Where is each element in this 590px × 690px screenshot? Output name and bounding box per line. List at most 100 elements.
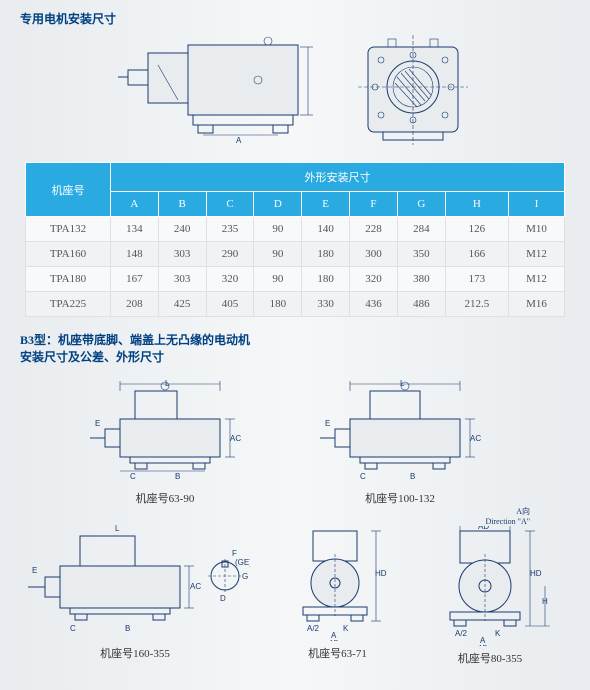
svg-text:AB: AB xyxy=(478,645,488,646)
svg-text:K: K xyxy=(343,624,349,633)
cell-value: 290 xyxy=(206,242,254,267)
svg-text:AC: AC xyxy=(190,582,201,591)
svg-text:A: A xyxy=(331,631,337,640)
cell-model: TPA180 xyxy=(26,267,111,292)
th-col: F xyxy=(350,192,398,217)
svg-text:A/2: A/2 xyxy=(307,624,320,633)
th-model: 机座号 xyxy=(26,163,111,217)
cell-value: 212.5 xyxy=(445,292,508,317)
table-row: TPA225208425405180330436486212.5M16 xyxy=(26,292,565,317)
caption-d1: 机座号63-90 xyxy=(80,490,250,506)
svg-text:B: B xyxy=(175,472,180,481)
svg-text:E: E xyxy=(95,419,100,428)
table-row: TPA16014830329090180300350166M12 xyxy=(26,242,565,267)
svg-text:A: A xyxy=(480,636,486,645)
svg-text:C: C xyxy=(130,472,136,481)
cell-value: 167 xyxy=(110,267,158,292)
caption-d3: 机座号160-355 xyxy=(20,645,250,661)
th-col: D xyxy=(254,192,302,217)
cell-value: 380 xyxy=(397,267,445,292)
cell-value: 134 xyxy=(110,217,158,242)
svg-text:HD: HD xyxy=(375,569,387,578)
th-col: G xyxy=(397,192,445,217)
subtitle-line2: 安装尺寸及公差、外形尺寸 xyxy=(20,350,164,364)
th-col: H xyxy=(445,192,508,217)
cell-value: 303 xyxy=(158,267,206,292)
table-body: TPA13213424023590140228284126M10TPA16014… xyxy=(26,217,565,317)
th-col: B xyxy=(158,192,206,217)
caption-d4: 机座号63-71 xyxy=(275,645,400,661)
th-group: 外形安装尺寸 xyxy=(110,163,564,192)
subtitle-line1: B3型：机座带底脚、端盖上无凸缘的电动机 xyxy=(20,333,250,347)
svg-text:C: C xyxy=(360,472,366,481)
cell-value: 486 xyxy=(397,292,445,317)
cell-value: 240 xyxy=(158,217,206,242)
cell-value: 320 xyxy=(350,267,398,292)
cell-value: 208 xyxy=(110,292,158,317)
cell-value: 320 xyxy=(206,267,254,292)
svg-text:(GE): (GE) xyxy=(235,558,250,567)
page-title: 专用电机安装尺寸 xyxy=(20,10,570,27)
th-col: E xyxy=(302,192,350,217)
b3-subtitle: B3型：机座带底脚、端盖上无凸缘的电动机 安装尺寸及公差、外形尺寸 xyxy=(20,332,570,366)
th-col: I xyxy=(509,192,565,217)
svg-text:G: G xyxy=(242,572,248,581)
cell-value: 228 xyxy=(350,217,398,242)
motor-front-drawing xyxy=(353,35,473,150)
cell-value: 173 xyxy=(445,267,508,292)
svg-text:L: L xyxy=(115,524,120,533)
cell-value: M16 xyxy=(509,292,565,317)
svg-text:AD: AD xyxy=(478,526,489,531)
cell-model: TPA225 xyxy=(26,292,111,317)
svg-text:F: F xyxy=(232,549,237,558)
table-row: TPA18016730332090180320380173M12 xyxy=(26,267,565,292)
cell-value: 350 xyxy=(397,242,445,267)
svg-text:A: A xyxy=(236,136,242,145)
cell-value: 405 xyxy=(206,292,254,317)
table-row: TPA13213424023590140228284126M10 xyxy=(26,217,565,242)
svg-text:E: E xyxy=(325,419,330,428)
motor-side-drawing: A xyxy=(118,35,338,150)
svg-text:L: L xyxy=(400,379,405,388)
cell-value: 235 xyxy=(206,217,254,242)
svg-text:D: D xyxy=(220,594,226,603)
svg-text:HD: HD xyxy=(530,569,542,578)
th-col: A xyxy=(110,192,158,217)
svg-text:E: E xyxy=(32,566,37,575)
cell-value: 425 xyxy=(158,292,206,317)
svg-text:K: K xyxy=(495,629,501,638)
cell-value: M12 xyxy=(509,242,565,267)
direction-label: A向 Direction "A" xyxy=(420,506,560,526)
cell-value: 303 xyxy=(158,242,206,267)
cell-value: 148 xyxy=(110,242,158,267)
cell-value: 284 xyxy=(397,217,445,242)
th-col: C xyxy=(206,192,254,217)
drawing-100-132: L E AC C B 机座号100-132 xyxy=(310,376,490,506)
cell-value: 300 xyxy=(350,242,398,267)
cell-value: 330 xyxy=(302,292,350,317)
drawing-63-90: L E AC C B 机座号63-90 xyxy=(80,376,250,506)
cell-value: 140 xyxy=(302,217,350,242)
svg-text:AC: AC xyxy=(230,434,241,443)
cell-value: 436 xyxy=(350,292,398,317)
cell-value: 180 xyxy=(254,292,302,317)
top-drawings: A xyxy=(20,35,570,150)
cell-value: M10 xyxy=(509,217,565,242)
svg-text:C: C xyxy=(70,624,76,633)
dimensions-table: 机座号 外形安装尺寸 A B C D E F G H I TPA13213424… xyxy=(25,162,565,317)
svg-text:AB: AB xyxy=(329,640,339,641)
cell-value: M12 xyxy=(509,267,565,292)
bottom-drawings: L E AC C B 机座号63-90 L E AC C B xyxy=(20,376,570,676)
cell-value: 180 xyxy=(302,242,350,267)
drawing-160-355: L E AC C B F (GE) G D 机座号160-355 xyxy=(20,521,250,661)
cell-value: 90 xyxy=(254,267,302,292)
caption-d2: 机座号100-132 xyxy=(310,490,490,506)
svg-text:L: L xyxy=(165,379,170,388)
drawing-front-63-71: HD A/2 K A AB 机座号63-71 xyxy=(275,521,400,661)
drawing-front-80-355: A向 Direction "A" AD HD H A/2 K A AB 机座号8… xyxy=(420,506,560,666)
cell-model: TPA132 xyxy=(26,217,111,242)
cell-value: 126 xyxy=(445,217,508,242)
caption-d5: 机座号80-355 xyxy=(420,650,560,666)
cell-value: 166 xyxy=(445,242,508,267)
svg-text:B: B xyxy=(125,624,130,633)
